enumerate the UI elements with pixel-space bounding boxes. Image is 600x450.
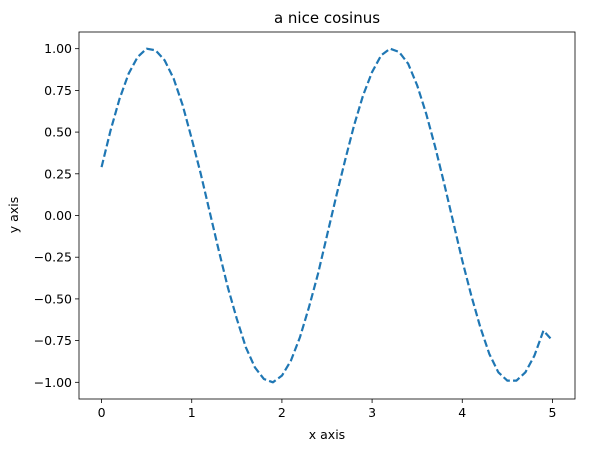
series-line-0 <box>100 47 554 384</box>
chart-title: a nice cosinus <box>274 9 380 27</box>
plot-frame <box>78 31 576 400</box>
y-tick-label: 0.00 <box>44 208 72 223</box>
y-tick-label: 0.75 <box>44 83 72 98</box>
x-tick-label: 2 <box>278 405 286 420</box>
y-tick-label: −0.50 <box>34 291 72 306</box>
x-axis-label: x axis <box>309 427 345 442</box>
x-tick-label: 3 <box>368 405 376 420</box>
y-tick-label: −0.75 <box>34 333 72 348</box>
x-tick-label: 1 <box>188 405 196 420</box>
y-tick-label: 0.50 <box>44 125 72 140</box>
y-axis-label: y axis <box>6 197 21 233</box>
y-tick-label: 0.25 <box>44 166 72 181</box>
x-tick-label: 5 <box>548 405 556 420</box>
y-tick-label: −0.25 <box>34 250 72 265</box>
x-tick-label: 0 <box>98 405 106 420</box>
y-tick-label: 1.00 <box>44 41 72 56</box>
y-tick-label: −1.00 <box>34 375 72 390</box>
x-tick-label: 4 <box>458 405 466 420</box>
